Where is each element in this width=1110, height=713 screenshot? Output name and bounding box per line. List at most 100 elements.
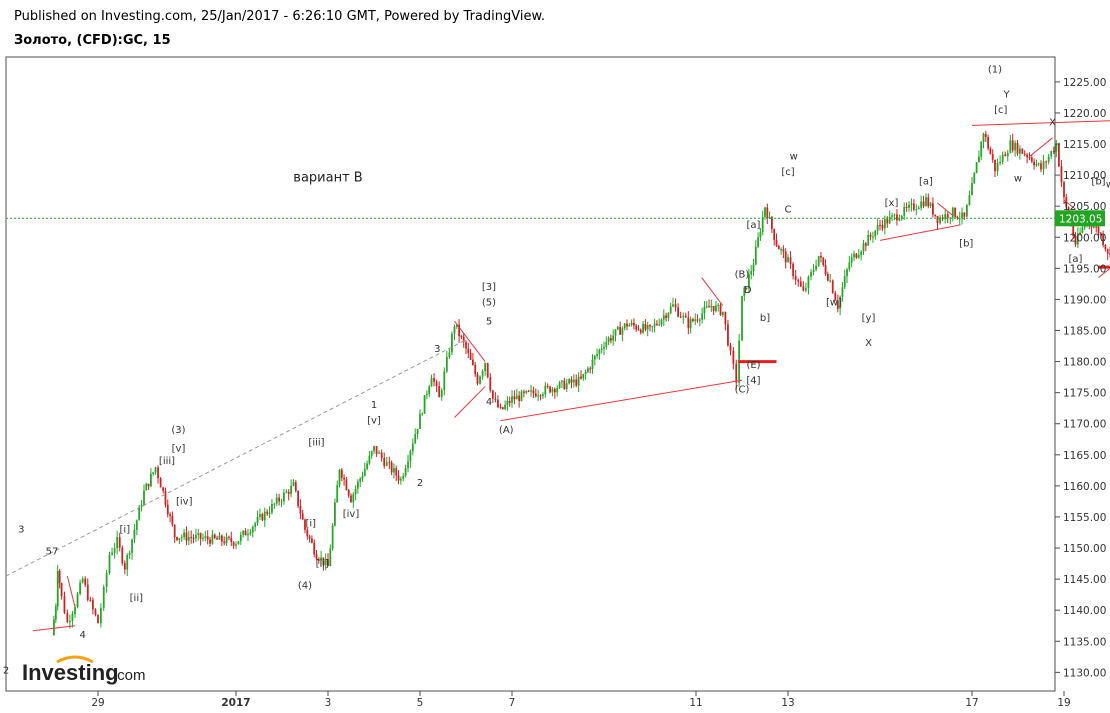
candle-body [71, 613, 74, 621]
x-tick-label: 3 [325, 697, 332, 709]
candle-body [443, 371, 446, 391]
candle-body [973, 173, 976, 183]
candle-body [708, 306, 710, 308]
candle-body [1097, 226, 1100, 234]
candle-body [86, 584, 89, 600]
candle-body [390, 462, 393, 473]
candle-body [150, 473, 152, 487]
candle-body [407, 461, 409, 469]
candle-body [669, 306, 672, 314]
candle-body [698, 319, 701, 321]
candle-body [397, 475, 400, 481]
logo-brand: Investing [22, 660, 119, 685]
candle-body [610, 337, 612, 341]
wave-label: [c] [994, 105, 1007, 116]
candle-body [727, 324, 729, 346]
candle-body [665, 315, 667, 318]
y-tick-label: 1135.00 [1063, 636, 1106, 648]
candle-body [619, 327, 621, 335]
candle-body [218, 535, 221, 540]
candle-body [888, 216, 891, 224]
candle-body [639, 329, 642, 333]
wave-label: (4) [298, 580, 312, 591]
y-tick-label: 1185.00 [1063, 325, 1106, 337]
candle-body [315, 554, 318, 560]
candle-body [649, 325, 651, 327]
candle-body [616, 327, 619, 330]
x-tick-label: 17 [965, 697, 978, 709]
candle-body [247, 533, 249, 536]
candle-body [743, 287, 746, 296]
candle-body [263, 511, 266, 521]
candle-body [812, 269, 815, 272]
candle-body [915, 209, 918, 211]
candle-body [653, 323, 656, 327]
candle-body [1057, 143, 1060, 167]
candle-body [154, 467, 157, 473]
candle-body [910, 203, 913, 205]
candle-body [508, 400, 511, 403]
candle-body [589, 368, 592, 370]
candle-body [1081, 227, 1084, 233]
candle-body [352, 494, 355, 503]
wave-label: [3] [482, 282, 496, 293]
candle-body [388, 462, 391, 464]
candle-body [677, 307, 680, 317]
candle-body [1035, 163, 1038, 166]
candle-body [89, 599, 92, 601]
candle-body [230, 537, 233, 543]
wave-label: b] [760, 313, 770, 324]
wave-label: [iii] [308, 437, 324, 448]
candle-body [575, 379, 578, 386]
candle-body [306, 529, 309, 537]
wave-label: [b] [1091, 176, 1105, 187]
wave-label: вариант B [293, 170, 362, 185]
candle-body [1014, 142, 1017, 151]
candle-body [710, 306, 713, 308]
candle-body [546, 385, 549, 387]
candle-body [705, 306, 708, 308]
candle-body [831, 280, 834, 293]
candle-body [361, 475, 364, 479]
candle-body [768, 217, 771, 219]
candle-body [383, 457, 386, 466]
candle-body [474, 364, 477, 375]
y-tick-label: 1190.00 [1063, 294, 1106, 306]
published-caption: Published on Investing.com, 25/Jan/2017 … [14, 9, 546, 24]
candle-body [735, 363, 738, 383]
candle-body [1040, 163, 1042, 170]
wave-label: (C) [735, 385, 750, 396]
x-tick-label: 19 [1057, 697, 1070, 709]
candle-body [402, 475, 405, 479]
candle-body [757, 237, 759, 247]
candle-body [549, 386, 551, 393]
candle-body [292, 482, 295, 486]
candle-body [242, 530, 245, 535]
candle-body [965, 205, 968, 217]
candle-body [359, 478, 362, 482]
candle-body [1026, 154, 1029, 158]
x-tick-label: 5 [417, 697, 424, 709]
candle-body [1028, 157, 1031, 159]
candle-body [1009, 140, 1012, 153]
candle-body [1019, 148, 1021, 154]
candle-body [568, 379, 571, 384]
candle-body [301, 513, 304, 520]
candle-body [1076, 233, 1079, 245]
candle-body [299, 505, 302, 514]
candle-body [467, 348, 470, 353]
candle-body [472, 359, 474, 365]
candle-body [651, 326, 654, 328]
candle-body [635, 325, 638, 330]
candle-body [989, 148, 992, 155]
candle-body [996, 162, 999, 172]
candle-body [522, 391, 525, 393]
y-tick-label: 1150.00 [1063, 543, 1106, 555]
candle-body [336, 485, 339, 503]
candle-body [266, 511, 269, 514]
candle-body [822, 257, 825, 265]
x-tick-label: 13 [781, 697, 794, 709]
candle-body [1106, 249, 1109, 254]
candle-body [481, 371, 484, 377]
